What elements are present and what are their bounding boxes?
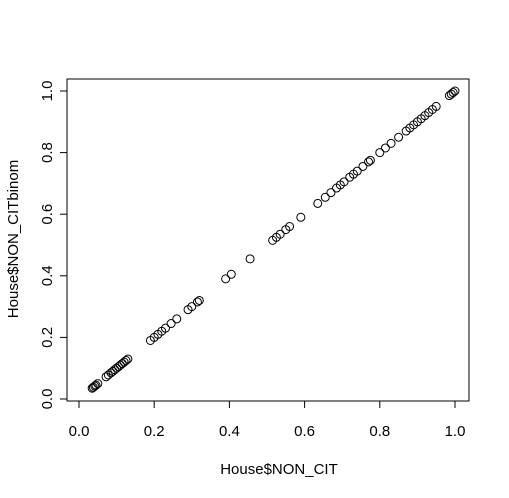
data-point (358, 161, 368, 171)
data-point (450, 86, 460, 96)
data-point (365, 155, 375, 165)
x-tick-label: 0.2 (144, 423, 165, 440)
data-point (320, 192, 330, 202)
data-point (275, 229, 285, 239)
y-tick-label: 0.4 (39, 265, 56, 286)
y-axis-label: House$NON_CITbinom (5, 160, 22, 318)
x-tick-label: 1.0 (445, 423, 466, 440)
data-point (431, 101, 441, 111)
data-point (285, 222, 295, 232)
scatter-points (87, 86, 460, 393)
x-tick-label: 0.0 (69, 423, 90, 440)
x-tick-label: 0.6 (294, 423, 315, 440)
data-point (394, 132, 404, 142)
data-point (91, 380, 101, 390)
data-point (352, 166, 362, 176)
data-point (326, 188, 336, 198)
data-point (123, 354, 133, 364)
data-point (160, 323, 170, 333)
y-tick-label: 0.2 (39, 327, 56, 348)
x-axis: 0.0 0.2 0.4 0.6 0.8 1.0 (69, 400, 466, 440)
x-tick-label: 0.8 (369, 423, 390, 440)
data-point (192, 297, 202, 307)
y-tick-label: 0.8 (39, 142, 56, 163)
x-axis-label: House$NON_CIT (220, 461, 338, 478)
data-point (226, 269, 236, 279)
data-point (380, 143, 390, 153)
data-point (166, 319, 176, 329)
y-axis: 0.0 0.2 0.4 0.6 0.8 1.0 (39, 81, 68, 410)
data-point (313, 198, 323, 208)
data-point (386, 138, 396, 148)
data-point (121, 356, 131, 365)
y-tick-label: 0.0 (39, 389, 56, 410)
data-point (93, 379, 103, 389)
data-point (448, 88, 458, 98)
data-point (101, 372, 111, 382)
y-tick-label: 1.0 (39, 81, 56, 102)
data-point (364, 157, 374, 167)
y-tick-label: 0.6 (39, 204, 56, 225)
plot-frame (66, 78, 470, 402)
data-point (245, 254, 255, 264)
data-point (194, 295, 204, 305)
data-point (339, 177, 349, 187)
data-point (172, 314, 182, 324)
x-tick-label: 0.4 (219, 423, 240, 440)
data-point (375, 148, 385, 158)
data-point (296, 212, 306, 222)
data-point (90, 381, 100, 391)
data-point (187, 302, 197, 312)
data-point (221, 274, 231, 284)
